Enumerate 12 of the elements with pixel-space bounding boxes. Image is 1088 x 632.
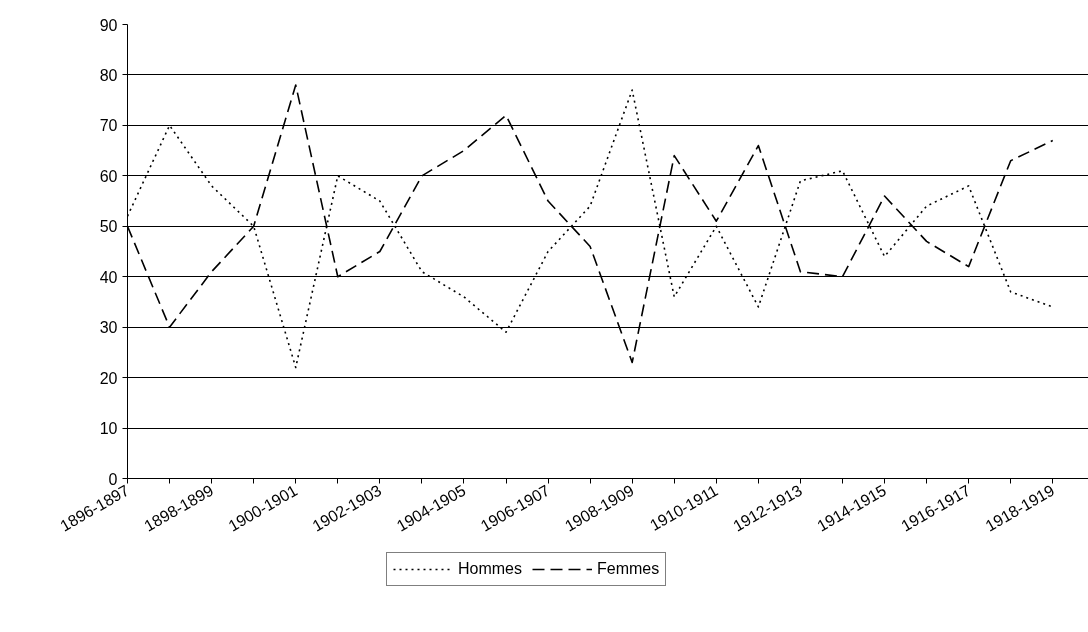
y-tick-label: 50: [99, 218, 118, 236]
y-tick-label: 20: [99, 369, 118, 387]
y-tick-label: 90: [99, 16, 118, 34]
y-tick-label: 10: [99, 420, 118, 438]
y-tick-label: 30: [99, 319, 118, 337]
y-tick-label: 60: [99, 167, 118, 185]
y-tick-label: 70: [99, 117, 118, 135]
y-tick-label: 0: [108, 470, 118, 488]
y-tick-label: 80: [99, 66, 118, 84]
y-tick-label: 40: [99, 268, 118, 286]
legend-label: Femmes: [597, 560, 660, 578]
legend-label: Hommes: [458, 560, 523, 578]
